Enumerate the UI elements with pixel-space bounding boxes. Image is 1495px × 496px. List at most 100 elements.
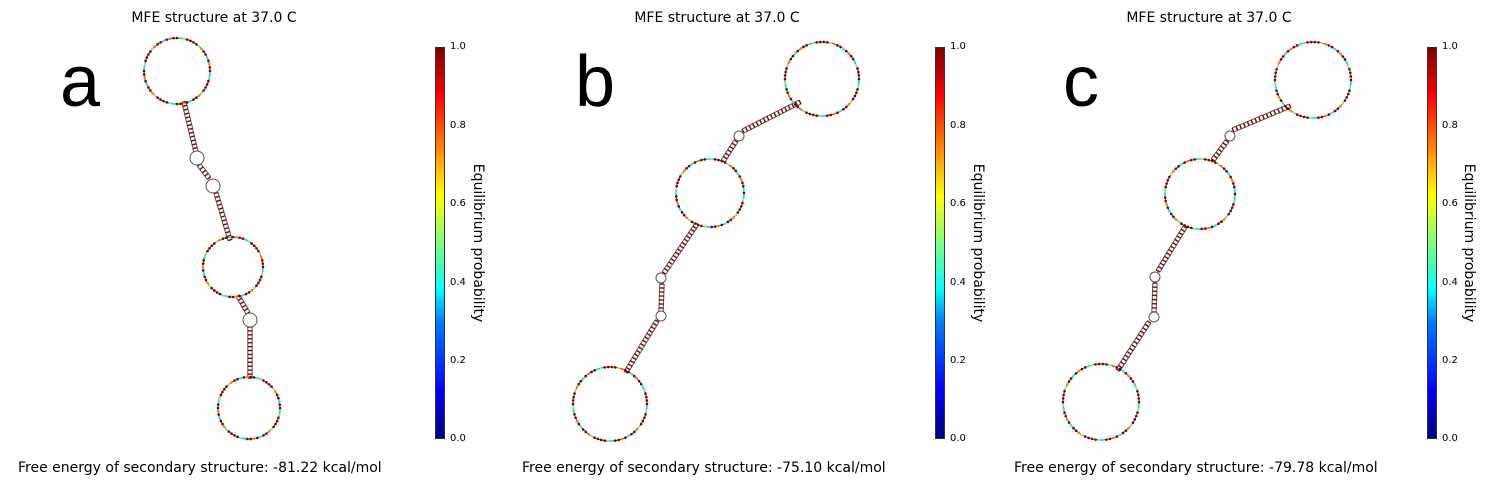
nucleotide — [218, 416, 221, 420]
nucleotide — [832, 112, 836, 116]
base-pair — [1176, 235, 1182, 239]
base-pair — [762, 117, 766, 123]
nucleotide — [796, 49, 800, 53]
nucleotide — [1349, 85, 1352, 89]
strand — [720, 139, 735, 161]
panel-letter: b — [575, 42, 616, 122]
helix-stem — [658, 283, 665, 313]
nucleotide — [260, 259, 264, 262]
nucleotide — [242, 376, 246, 379]
nucleotide — [261, 262, 265, 265]
nucleotide — [574, 388, 577, 392]
nucleotide — [700, 158, 703, 162]
nucleotide — [572, 395, 575, 399]
internal-loop — [1224, 130, 1236, 142]
helix-stem — [1155, 225, 1188, 273]
colorbar-label: Equilibrium probability — [970, 163, 986, 323]
nucleotide — [252, 437, 256, 440]
nucleotide — [783, 77, 787, 81]
nucleotide — [635, 428, 639, 431]
base-pair — [632, 356, 637, 361]
base-pair — [1135, 337, 1141, 341]
nucleotide — [192, 98, 195, 101]
nucleotide — [723, 222, 727, 225]
nucleotide — [208, 284, 211, 288]
nucleotide — [842, 47, 845, 51]
nucleotide — [857, 70, 860, 74]
nucleotide — [1072, 426, 1075, 430]
nucleotide — [162, 99, 165, 103]
base-pair — [226, 234, 232, 238]
nucleotide — [239, 376, 243, 380]
nucleotide — [1317, 116, 1320, 119]
nucleotide — [676, 201, 679, 205]
nucleotide — [149, 50, 152, 53]
strand — [665, 224, 700, 275]
nucleotide — [644, 392, 647, 395]
base-pair — [243, 307, 249, 312]
nucleotide — [1183, 224, 1186, 227]
nucleotide — [265, 432, 268, 435]
internal-loop — [1149, 271, 1161, 283]
nucleotide — [1129, 424, 1133, 427]
base-pair — [185, 116, 190, 119]
panel-title: MFE structure at 37.0 C — [634, 10, 800, 26]
base-pair — [1273, 110, 1277, 115]
nucleotide — [231, 235, 235, 239]
nucleotide — [202, 50, 205, 53]
panel-b: MFE structure at 37.0 C b 1.0 0.8 0.6 0.… — [500, 0, 1000, 496]
colorbar-tick: 1.0 — [1442, 41, 1458, 52]
nucleotide — [1186, 225, 1190, 229]
nucleotide — [844, 105, 848, 109]
nucleotide — [1222, 167, 1226, 170]
nucleotide — [791, 100, 795, 104]
strand — [1155, 225, 1184, 271]
nucleotide — [690, 220, 694, 224]
nucleotide — [1273, 78, 1277, 82]
nucleotide — [1121, 369, 1125, 373]
nucleotide — [742, 198, 745, 202]
nucleotide — [732, 216, 735, 219]
nucleotide — [247, 291, 251, 294]
colorbar-tick: 0.2 — [950, 355, 966, 366]
nucleotide — [225, 385, 228, 388]
nucleotide — [571, 399, 575, 402]
base-pair — [1129, 347, 1134, 352]
nucleotide — [603, 439, 607, 442]
nucleotide — [1207, 158, 1211, 162]
nucleotide — [644, 413, 647, 416]
colorbar-tick: 0.8 — [1442, 120, 1458, 131]
nucleotide — [786, 63, 789, 67]
base-pair — [224, 226, 229, 230]
nucleotide — [606, 439, 610, 443]
nucleotide — [1121, 431, 1125, 435]
nucleotide — [787, 60, 791, 64]
nucleotide — [784, 70, 787, 74]
nucleotide — [203, 255, 206, 259]
nucleotide — [632, 374, 636, 378]
nucleotide — [738, 208, 742, 211]
nucleotide — [674, 188, 678, 191]
nucleotide — [685, 167, 688, 170]
nucleotide — [620, 367, 624, 371]
nucleotide — [675, 198, 678, 202]
nucleotide — [1077, 431, 1081, 435]
strand — [724, 141, 739, 163]
nucleotide — [645, 399, 649, 402]
nucleotide — [1080, 433, 1084, 437]
base-pair — [1239, 124, 1243, 130]
nucleotide — [571, 406, 575, 409]
helix-stem — [1210, 139, 1230, 162]
nucleotide — [742, 191, 746, 195]
base-pair — [225, 230, 230, 234]
nucleotide — [577, 422, 581, 426]
base-pair — [206, 176, 212, 180]
nucleotide — [1348, 89, 1351, 93]
base-pair — [1161, 259, 1167, 263]
nucleotide — [693, 161, 697, 164]
nucleotide — [1289, 109, 1293, 113]
nucleotide — [195, 43, 198, 46]
base-pair — [1140, 330, 1145, 335]
nucleotide — [851, 97, 855, 101]
nucleotide — [808, 112, 812, 116]
